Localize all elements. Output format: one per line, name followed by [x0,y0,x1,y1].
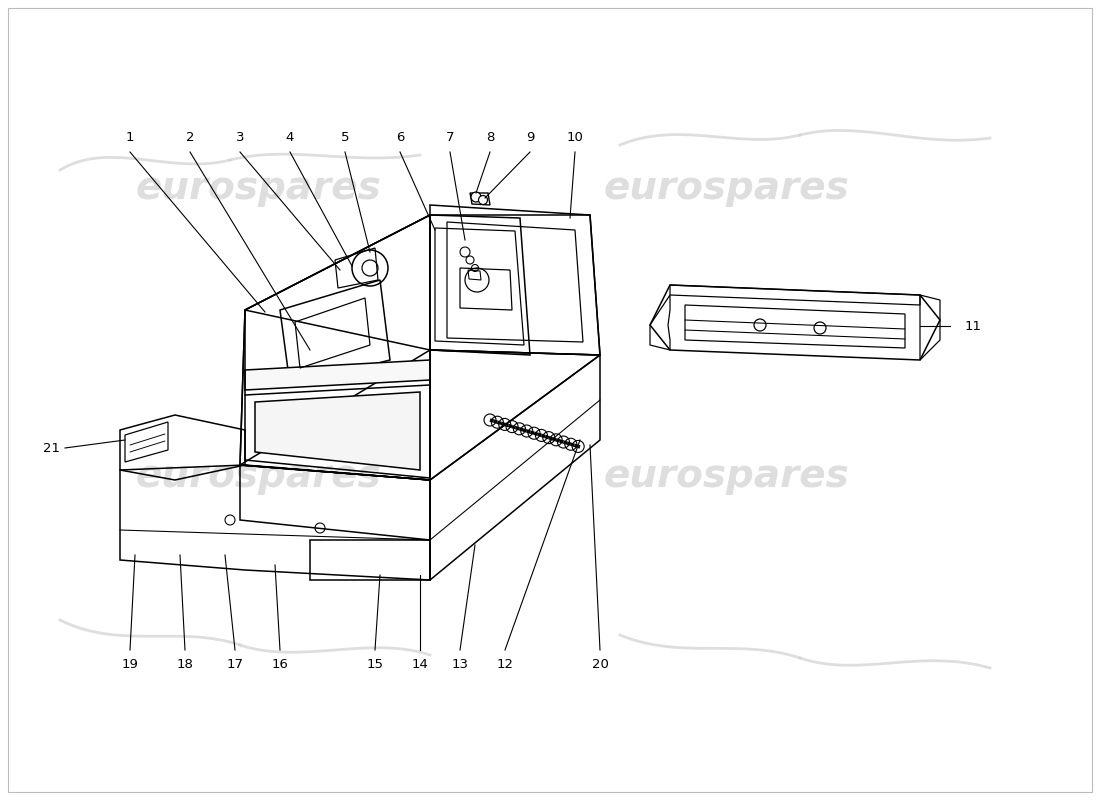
Text: 21: 21 [44,442,60,454]
Text: 2: 2 [186,131,195,144]
Text: 10: 10 [566,131,583,144]
Polygon shape [255,392,420,470]
Text: eurospares: eurospares [603,169,849,207]
Text: 3: 3 [235,131,244,144]
Text: 14: 14 [411,658,428,671]
Text: 18: 18 [177,658,194,671]
Text: 19: 19 [122,658,139,671]
Text: 17: 17 [227,658,243,671]
Text: 7: 7 [446,131,454,144]
Text: eurospares: eurospares [135,457,382,495]
Text: eurospares: eurospares [135,169,382,207]
Circle shape [471,192,481,202]
Text: 11: 11 [965,319,982,333]
Text: 1: 1 [125,131,134,144]
Text: 9: 9 [526,131,535,144]
Text: 12: 12 [496,658,514,671]
Text: 8: 8 [486,131,494,144]
Text: 20: 20 [592,658,608,671]
Text: 13: 13 [451,658,469,671]
Polygon shape [245,360,430,390]
Circle shape [478,195,487,205]
Text: 15: 15 [366,658,384,671]
Text: 4: 4 [286,131,294,144]
Text: eurospares: eurospares [603,457,849,495]
Text: 5: 5 [341,131,350,144]
Text: 6: 6 [396,131,404,144]
Text: 16: 16 [272,658,288,671]
